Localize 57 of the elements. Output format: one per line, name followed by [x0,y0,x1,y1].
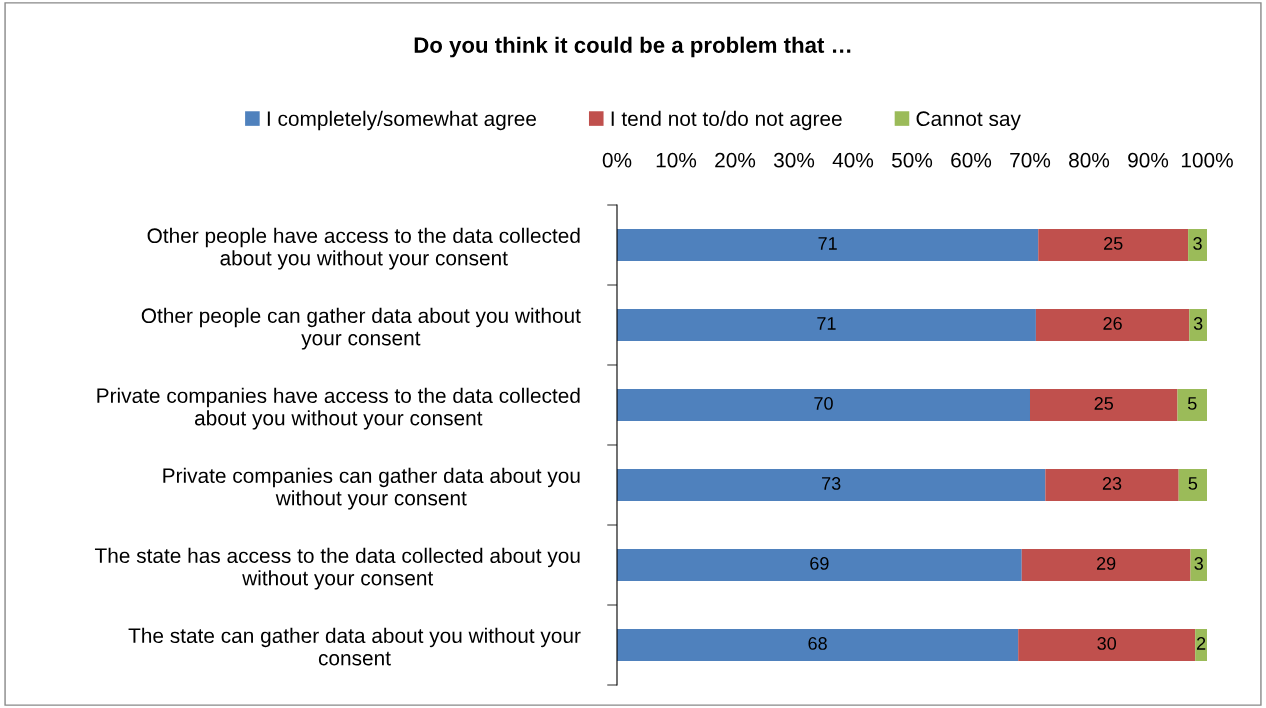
y-tick-label: The state has access to the data collected about you without your consent [94,547,580,590]
x-tick-label: 40% [832,152,874,168]
y-tick-label: Other people have access to the data collected about you without your consent [147,227,580,270]
data-label: 73 [822,477,841,490]
x-tick-label: 50% [891,152,933,168]
chart-title: Do you think it could be a problem that … [414,36,851,58]
bar [1189,309,1207,341]
bar [617,469,1046,501]
legend-label: I tend not to/do not agree [611,110,842,131]
bar [1190,549,1207,581]
y-tick-label: Private companies can gather data about you without your consent [163,467,580,510]
data-label: 69 [810,557,829,570]
data-label: 71 [818,237,837,250]
bar [1178,469,1207,501]
x-tick-label: 60% [951,152,992,168]
data-label: 70 [814,397,833,410]
bar [617,309,1036,341]
x-tick-label: 70% [1010,152,1051,168]
data-label: 5 [1187,397,1197,410]
bar [1030,389,1178,421]
bar [1177,389,1207,421]
x-tick-label: 20% [715,152,756,168]
bar [1038,229,1189,261]
data-label: 2 [1196,637,1206,650]
bar [1045,469,1179,501]
data-label: 25 [1104,237,1123,250]
y-tick-label: Private companies have access to the data collected about you without your consent [97,387,580,430]
x-tick-label: 0% [602,152,632,168]
x-tick-label: 90% [1128,152,1169,168]
data-label: 71 [817,317,836,330]
x-tick-label: 80% [1069,152,1110,168]
y-tick-label: Other people can gather data about you without your consent [141,307,581,350]
y-tick-label: The state can gather data about you without your consent [128,627,581,666]
bar [617,629,1019,661]
bar [1018,629,1196,661]
data-label: 25 [1094,397,1114,410]
legend-label: I completely/somewhat agree [267,110,536,131]
x-tick-label: 100% [1181,152,1233,168]
legend-label: Cannot say [916,111,1021,131]
bar [617,549,1022,581]
x-tick-label: 30% [773,152,815,168]
bar [1035,309,1190,341]
data-label: 29 [1096,557,1116,570]
bar [1195,629,1207,661]
data-label: 68 [808,637,827,650]
data-label: 5 [1188,477,1198,490]
data-label: 3 [1193,237,1202,250]
bar [1021,549,1191,581]
bar [1188,229,1207,261]
data-label: 30 [1097,637,1117,650]
data-label: 23 [1102,477,1122,490]
data-label: 3 [1193,317,1203,330]
data-label: 26 [1103,317,1122,330]
data-label: 3 [1194,557,1203,570]
x-tick-label: 10% [656,152,697,168]
bar [617,229,1039,261]
bar [617,389,1030,421]
